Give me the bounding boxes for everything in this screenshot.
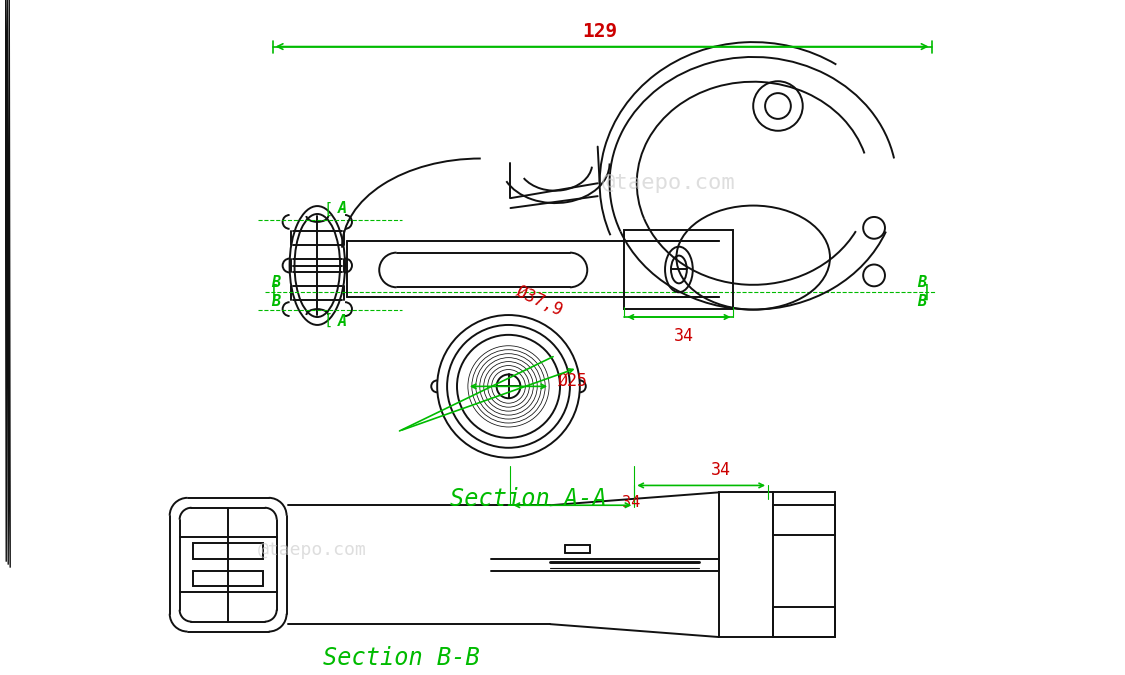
- Bar: [193, 543, 263, 559]
- Text: @taepo.com: @taepo.com: [602, 173, 736, 193]
- Text: B: B: [271, 294, 280, 309]
- Text: A: A: [338, 201, 346, 216]
- Text: 34: 34: [711, 462, 730, 479]
- Bar: [773, 608, 836, 637]
- Text: 34: 34: [622, 495, 640, 510]
- Bar: [624, 230, 734, 309]
- Text: [: [: [269, 284, 280, 301]
- Text: [: [: [323, 202, 332, 217]
- Polygon shape: [6, 0, 10, 568]
- Text: ]: ]: [920, 284, 931, 301]
- Text: B: B: [918, 275, 927, 290]
- Text: A: A: [338, 314, 346, 329]
- Text: 34: 34: [674, 327, 694, 345]
- Bar: [719, 492, 836, 637]
- Text: B: B: [271, 275, 280, 290]
- Text: @taepo.com: @taepo.com: [258, 541, 367, 559]
- Bar: [773, 506, 836, 535]
- Text: 129: 129: [582, 22, 618, 40]
- Text: Section B-B: Section B-B: [323, 646, 480, 670]
- Bar: [193, 570, 263, 587]
- Text: Section A-A: Section A-A: [450, 487, 606, 512]
- Text: Ø25: Ø25: [558, 371, 588, 389]
- Text: [: [: [323, 313, 332, 328]
- Text: B: B: [918, 294, 927, 309]
- Text: Ø37,9: Ø37,9: [513, 283, 566, 320]
